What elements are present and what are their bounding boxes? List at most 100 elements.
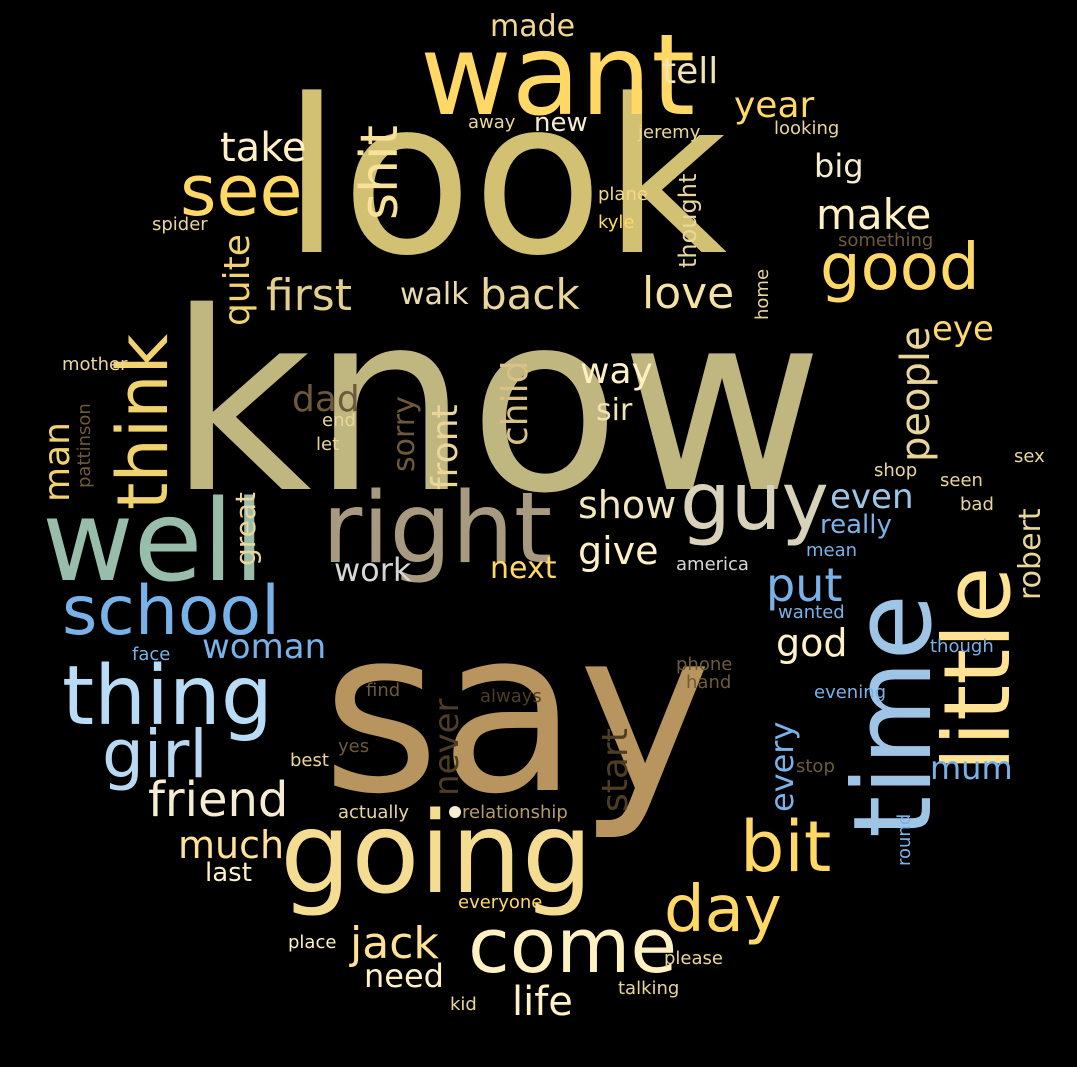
word-thing: thing — [62, 649, 273, 744]
word-front: front — [425, 404, 466, 490]
word-put: put — [766, 558, 843, 612]
word-pattinson: pattinson — [74, 403, 95, 488]
word-bad: bad — [960, 494, 994, 515]
word-friend: friend — [148, 772, 289, 828]
word-seen: seen — [940, 470, 983, 491]
word-dad: dad — [292, 379, 360, 420]
word-say: say — [322, 581, 712, 844]
word-stop: stop — [796, 756, 835, 777]
word-find: find — [366, 680, 401, 701]
word-relationship: relationship — [462, 802, 568, 823]
word-girl: girl — [102, 716, 208, 793]
word-away: away — [468, 112, 516, 133]
word-please: please — [664, 948, 723, 969]
word-little: little — [924, 566, 1031, 772]
word-well: well — [42, 477, 265, 607]
word-talking: talking — [618, 978, 680, 999]
word-really: really — [820, 510, 892, 540]
word-want: want — [420, 11, 696, 141]
word-way: way — [580, 351, 653, 392]
word-god: god — [776, 621, 848, 665]
word-end: end — [322, 410, 356, 431]
word-much: much — [178, 823, 285, 867]
word-actually: actually — [338, 802, 410, 823]
word-work: work — [334, 551, 412, 589]
word-woman: woman — [202, 627, 327, 667]
word-great: great — [229, 491, 262, 566]
word-big: big — [814, 147, 864, 185]
word-place: place — [288, 932, 337, 953]
word-last: last — [205, 858, 252, 888]
word-spider: spider — [152, 214, 208, 235]
word-though: though — [930, 636, 994, 657]
word-looking: looking — [774, 118, 840, 139]
word-sir: sir — [596, 393, 633, 428]
word-every: every — [763, 721, 801, 812]
word-sorry: sorry — [387, 396, 422, 472]
word-year: year — [734, 85, 815, 126]
word-going: going — [280, 789, 593, 919]
word-jack: jack — [350, 918, 439, 969]
word-best: best — [290, 750, 329, 771]
word-give: give — [578, 529, 659, 573]
word-thought: thought — [674, 173, 702, 268]
word-guy: guy — [680, 455, 829, 548]
word-look: look — [282, 54, 728, 303]
word-shop: shop — [874, 460, 918, 481]
word-everyone: everyone — [458, 892, 543, 913]
word-life: life — [512, 979, 573, 1025]
word-tell: tell — [662, 51, 719, 92]
word-bit: bit — [740, 806, 832, 888]
word-new: new — [534, 108, 588, 138]
word-evening: evening — [814, 682, 887, 703]
word-made: made — [490, 9, 576, 44]
word-wanted: wanted — [778, 602, 845, 623]
word-need: need — [364, 957, 444, 995]
word-something: something — [838, 230, 934, 251]
word-know: know — [168, 260, 824, 548]
word-start: start — [595, 728, 636, 812]
word-america: america — [676, 554, 749, 575]
word-kid: kid — [450, 994, 477, 1015]
word-never: never — [427, 698, 467, 796]
word-sex: sex — [1014, 446, 1045, 467]
word-mean: mean — [806, 540, 858, 561]
dot-mark — [449, 806, 461, 818]
word-school: school — [62, 572, 281, 651]
word-hand: hand — [686, 672, 732, 693]
word-child: child — [495, 360, 536, 446]
word-let: let — [316, 434, 340, 455]
word-yes: yes — [338, 736, 370, 757]
word-good: good — [820, 231, 980, 305]
word-see: see — [180, 150, 303, 232]
word-even: even — [830, 477, 914, 517]
word-come: come — [468, 901, 678, 990]
word-phone: phone — [676, 654, 733, 675]
word-plane: plane — [598, 184, 648, 205]
word-kyle: kyle — [598, 212, 635, 233]
word-shit: shit — [350, 125, 410, 220]
word-back: back — [480, 270, 580, 319]
word-mother: mother — [62, 354, 128, 375]
word-first: first — [266, 270, 352, 321]
word-robert: robert — [1013, 508, 1048, 600]
word-mum: mum — [930, 749, 1013, 787]
word-right: right — [322, 472, 553, 586]
word-jeremy: jeremy — [638, 122, 701, 143]
word-man: man — [37, 422, 78, 502]
word-face: face — [132, 644, 171, 665]
word-home: home — [752, 268, 773, 320]
word-next: next — [490, 551, 557, 586]
word-people: people — [893, 326, 939, 462]
word-always: always — [480, 686, 542, 707]
word-make: make — [816, 190, 932, 239]
word-eye: eye — [932, 309, 994, 349]
word-love: love — [642, 268, 735, 319]
word-walk: walk — [400, 277, 469, 312]
word-quite: quite — [217, 234, 258, 326]
word-show: show — [578, 483, 677, 527]
word-take: take — [220, 125, 307, 171]
word-day: day — [664, 873, 782, 947]
word-round: round — [894, 813, 915, 866]
